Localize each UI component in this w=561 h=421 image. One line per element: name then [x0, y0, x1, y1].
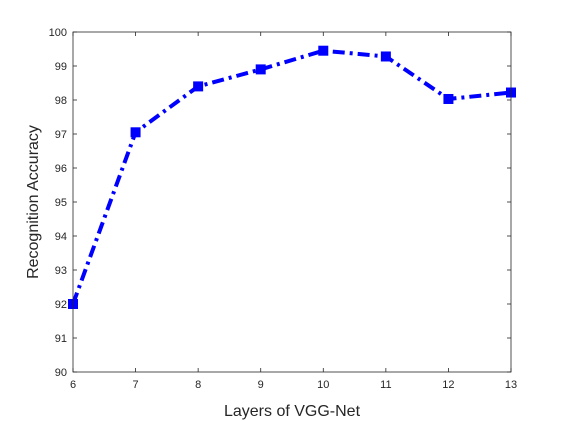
plot-area [73, 32, 511, 372]
x-tick-label: 9 [258, 379, 264, 391]
x-tick-label: 10 [317, 379, 329, 391]
data-point-marker [255, 64, 266, 75]
x-tick-label: 8 [195, 379, 201, 391]
x-tick-label: 11 [380, 379, 391, 391]
data-point-marker [193, 81, 204, 92]
x-tick-label: 7 [133, 379, 139, 391]
plot-frame [72, 31, 512, 373]
series-line [71, 48, 512, 305]
data-point-marker [380, 51, 391, 62]
y-tick-label: 98 [55, 95, 67, 107]
data-point-marker [443, 93, 454, 104]
y-tick-label: 92 [55, 299, 67, 311]
x-axis-label: Layers of VGG-Net [224, 403, 361, 420]
x-tick-label: 13 [505, 379, 517, 391]
x-tick-label: 6 [70, 379, 76, 391]
y-tick-label: 94 [55, 231, 67, 243]
data-point-marker [318, 45, 329, 56]
y-tick-label: 90 [55, 367, 67, 379]
y-tick-label: 96 [55, 163, 67, 175]
x-axis-ticks: 6 7 8 9 10 11 12 13 [70, 32, 517, 391]
y-tick-label: 91 [55, 333, 67, 345]
y-tick-label: 99 [55, 61, 67, 73]
y-tick-label: 97 [55, 129, 67, 141]
x-tick-label: 12 [442, 379, 454, 391]
data-point-marker [130, 127, 141, 138]
y-tick-label: 95 [55, 197, 67, 209]
y-tick-label: 100 [49, 27, 67, 39]
y-axis-label: Recognition Accuracy [25, 125, 42, 279]
y-tick-label: 93 [55, 265, 67, 277]
